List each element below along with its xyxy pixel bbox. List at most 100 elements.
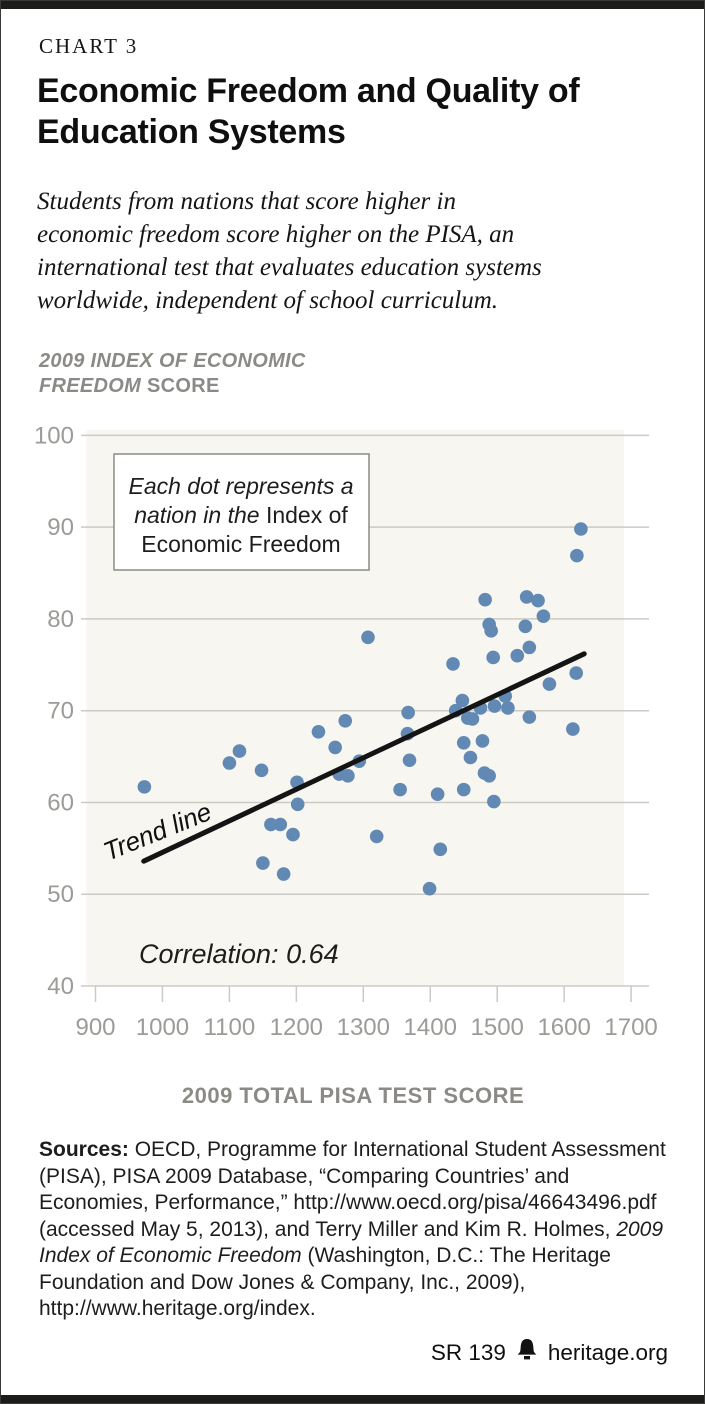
scatter-dot bbox=[290, 797, 305, 812]
scatter-dot bbox=[463, 750, 478, 765]
scatter-dot bbox=[328, 740, 342, 755]
chart-kicker: CHART 3 bbox=[39, 34, 139, 58]
scatter-dot bbox=[570, 548, 584, 563]
scatter-dot bbox=[456, 736, 471, 750]
scatter-dot bbox=[518, 619, 533, 634]
scatter-dot bbox=[574, 522, 588, 536]
annotation-box-group: Each dot represents a nation in the Inde… bbox=[113, 453, 370, 571]
x-tick-label: 1000 bbox=[136, 1014, 189, 1041]
site-link: heritage.org bbox=[547, 1339, 668, 1365]
y-tick-label: 80 bbox=[47, 606, 74, 633]
footer: SR 139 heritage.org bbox=[431, 1338, 668, 1367]
scatter-dot bbox=[369, 829, 384, 844]
scatter-dot bbox=[536, 609, 551, 623]
x-tick-label: 1600 bbox=[537, 1014, 590, 1041]
y-axis-title-line1: 2009 INDEX OF ECONOMIC bbox=[39, 350, 306, 372]
scatter-dot bbox=[402, 753, 417, 768]
bottom-black-bar bbox=[1, 1395, 704, 1403]
scatter-dot bbox=[341, 769, 355, 783]
y-tick-label: 50 bbox=[47, 881, 74, 908]
scatter-dot bbox=[531, 593, 545, 608]
subtitle-line: economic freedom score higher on the PIS… bbox=[37, 221, 515, 248]
title-line-2: Education Systems bbox=[37, 113, 346, 151]
title-line-1: Economic Freedom and Quality of bbox=[37, 72, 580, 110]
scatter-dot bbox=[487, 699, 502, 713]
scatter-dot bbox=[446, 657, 460, 671]
top-black-bar bbox=[1, 1, 704, 9]
y-tick-label: 70 bbox=[47, 698, 74, 725]
scatter-dot bbox=[264, 817, 278, 832]
scatter-dot bbox=[338, 713, 353, 728]
x-tick-label: 1200 bbox=[270, 1014, 323, 1041]
scatter-dot bbox=[273, 817, 288, 832]
x-axis-title: 2009 TOTAL PISA TEST SCORE bbox=[182, 1083, 524, 1108]
scatter-dot bbox=[465, 712, 480, 726]
scatter-dot bbox=[566, 722, 580, 736]
x-tick-label: 1300 bbox=[337, 1014, 390, 1041]
annotation-line-2: nation in the Index of bbox=[134, 502, 348, 528]
subtitle-line: Students from nations that score higher … bbox=[37, 188, 456, 215]
scatter-dot bbox=[455, 693, 470, 708]
x-tick-label: 1700 bbox=[604, 1014, 657, 1041]
scatter-dot bbox=[475, 734, 490, 748]
trend-line bbox=[141, 651, 587, 864]
scatter-dot bbox=[393, 782, 407, 797]
scatter-dot bbox=[486, 650, 500, 665]
sources-book-title: 2009 Index of Economic Freedom bbox=[39, 1217, 664, 1268]
scatter-dot bbox=[433, 842, 448, 857]
scatter-dot bbox=[256, 856, 270, 870]
sources-label: Sources: bbox=[39, 1138, 129, 1161]
y-axis-title-freedom: FREEDOM bbox=[39, 375, 142, 397]
x-tick-label: 1100 bbox=[204, 1014, 256, 1041]
scatter-dot bbox=[487, 794, 501, 809]
scatter-dot bbox=[482, 769, 496, 783]
scatter-plot: 40 50 60 70 80 90 100 900 1000 1100 1200 1300 1400 1… bbox=[34, 422, 658, 1108]
scatter-dot bbox=[522, 710, 537, 724]
heritage-bell-icon bbox=[516, 1338, 538, 1367]
y-tick-label: 60 bbox=[47, 789, 74, 816]
scatter-dot bbox=[422, 881, 437, 896]
gridlines-group: 40 50 60 70 80 90 100 bbox=[34, 422, 649, 1000]
scatter-dot bbox=[569, 666, 584, 680]
annotation-line-1: Each dot represents a bbox=[128, 473, 353, 499]
correlation-label: Correlation: 0.64 bbox=[139, 939, 339, 969]
scatter-dot bbox=[361, 630, 375, 645]
annotation-line-3: Economic Freedom bbox=[141, 531, 340, 557]
scatter-dot bbox=[478, 592, 492, 607]
scatter-dot bbox=[137, 780, 152, 794]
scatter-chart-container: 40 50 60 70 80 90 100 900 1000 1100 1200 1300 1400 1… bbox=[1, 406, 704, 1121]
chart-subtitle: Students from nations that score higher … bbox=[37, 185, 687, 317]
scatter-dot bbox=[484, 624, 498, 638]
x-tick-label: 1400 bbox=[404, 1014, 457, 1041]
scatter-dot bbox=[510, 648, 525, 663]
y-tick-label: 90 bbox=[47, 514, 74, 541]
subtitle-line: worldwide, independent of school curricu… bbox=[37, 287, 499, 314]
scatter-dot bbox=[286, 827, 300, 842]
scatter-dot bbox=[501, 701, 515, 715]
scatter-dot bbox=[522, 640, 537, 655]
sources-text-2: (Washington, D.C.: The Heritage Foundati… bbox=[39, 1244, 611, 1320]
scatter-dot bbox=[542, 677, 557, 691]
scatter-dot bbox=[430, 787, 445, 802]
scatter-dot bbox=[311, 725, 326, 739]
annotation-box bbox=[113, 453, 370, 571]
y-axis-title: 2009 INDEX OF ECONOMIC FREEDOM SCORE bbox=[39, 349, 306, 399]
x-tick-label: 1500 bbox=[471, 1014, 524, 1041]
scatter-dot bbox=[401, 705, 415, 720]
xaxis-group: 900 1000 1100 1200 1300 1400 1500 1600 1700 bbox=[75, 986, 658, 1041]
report-id: SR 139 bbox=[430, 1339, 506, 1365]
subtitle-line: international test that evaluates educat… bbox=[37, 254, 542, 281]
y-axis-title-score: SCORE bbox=[141, 375, 220, 397]
scatter-dot bbox=[519, 590, 534, 604]
scatter-dot bbox=[232, 744, 247, 758]
scatter-dot bbox=[456, 782, 471, 797]
scatter-dot bbox=[254, 763, 269, 778]
page-title: Economic Freedom and Quality of Educatio… bbox=[37, 71, 657, 153]
y-tick-label: 40 bbox=[47, 973, 74, 1000]
scatter-dot bbox=[222, 756, 237, 770]
sources-note: Sources: OECD, Programme for Internation… bbox=[39, 1137, 679, 1323]
y-tick-label: 100 bbox=[34, 422, 74, 449]
scatter-dot bbox=[276, 867, 291, 881]
x-tick-label: 900 bbox=[75, 1014, 115, 1041]
